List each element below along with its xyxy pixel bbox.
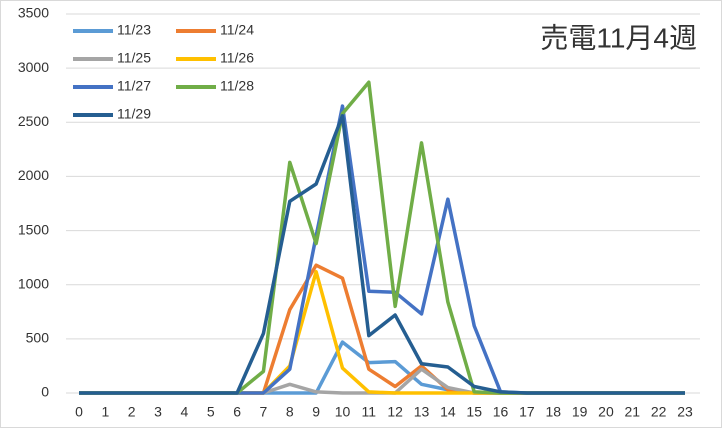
x-tick-label: 11 (362, 404, 377, 420)
x-tick-label: 1 (101, 404, 109, 420)
x-tick-label: 14 (440, 404, 456, 420)
y-tick-label: 2500 (18, 113, 49, 129)
x-tick-label: 4 (180, 404, 188, 420)
y-tick-label: 500 (26, 330, 50, 346)
x-tick-label: 6 (233, 404, 241, 420)
x-tick-label: 17 (519, 404, 535, 420)
legend-label: 11/28 (220, 78, 254, 94)
legend-label: 11/23 (117, 22, 151, 38)
y-tick-label: 1000 (18, 275, 49, 291)
x-tick-label: 19 (572, 404, 588, 420)
legend-label: 11/24 (220, 22, 254, 38)
y-tick-label: 3000 (18, 59, 49, 75)
y-tick-label: 2000 (18, 167, 49, 183)
legend-label: 11/27 (117, 78, 151, 94)
legend-label: 11/29 (117, 106, 151, 122)
legend-label: 11/25 (117, 50, 151, 66)
x-tick-label: 13 (414, 404, 430, 420)
x-tick-label: 21 (625, 404, 641, 420)
x-tick-label: 2 (128, 404, 136, 420)
x-tick-label: 3 (154, 404, 162, 420)
x-tick-label: 16 (493, 404, 509, 420)
x-tick-label: 12 (387, 404, 403, 420)
x-tick-label: 10 (335, 404, 351, 420)
x-tick-label: 5 (207, 404, 215, 420)
chart-title: 売電11月4週 (540, 22, 697, 53)
x-tick-label: 9 (312, 404, 320, 420)
x-tick-label: 22 (651, 404, 667, 420)
x-tick-label: 0 (75, 404, 83, 420)
x-tick-label: 23 (677, 404, 693, 420)
series-line (79, 114, 685, 395)
x-tick-label: 7 (260, 404, 268, 420)
y-tick-label: 1500 (18, 221, 49, 237)
x-tick-label: 15 (466, 404, 482, 420)
y-tick-label: 0 (41, 384, 49, 400)
x-tick-label: 8 (286, 404, 294, 420)
x-tick-label: 20 (598, 404, 614, 420)
y-tick-label: 3500 (18, 5, 49, 21)
legend-label: 11/26 (220, 50, 254, 66)
x-tick-label: 18 (545, 404, 561, 420)
